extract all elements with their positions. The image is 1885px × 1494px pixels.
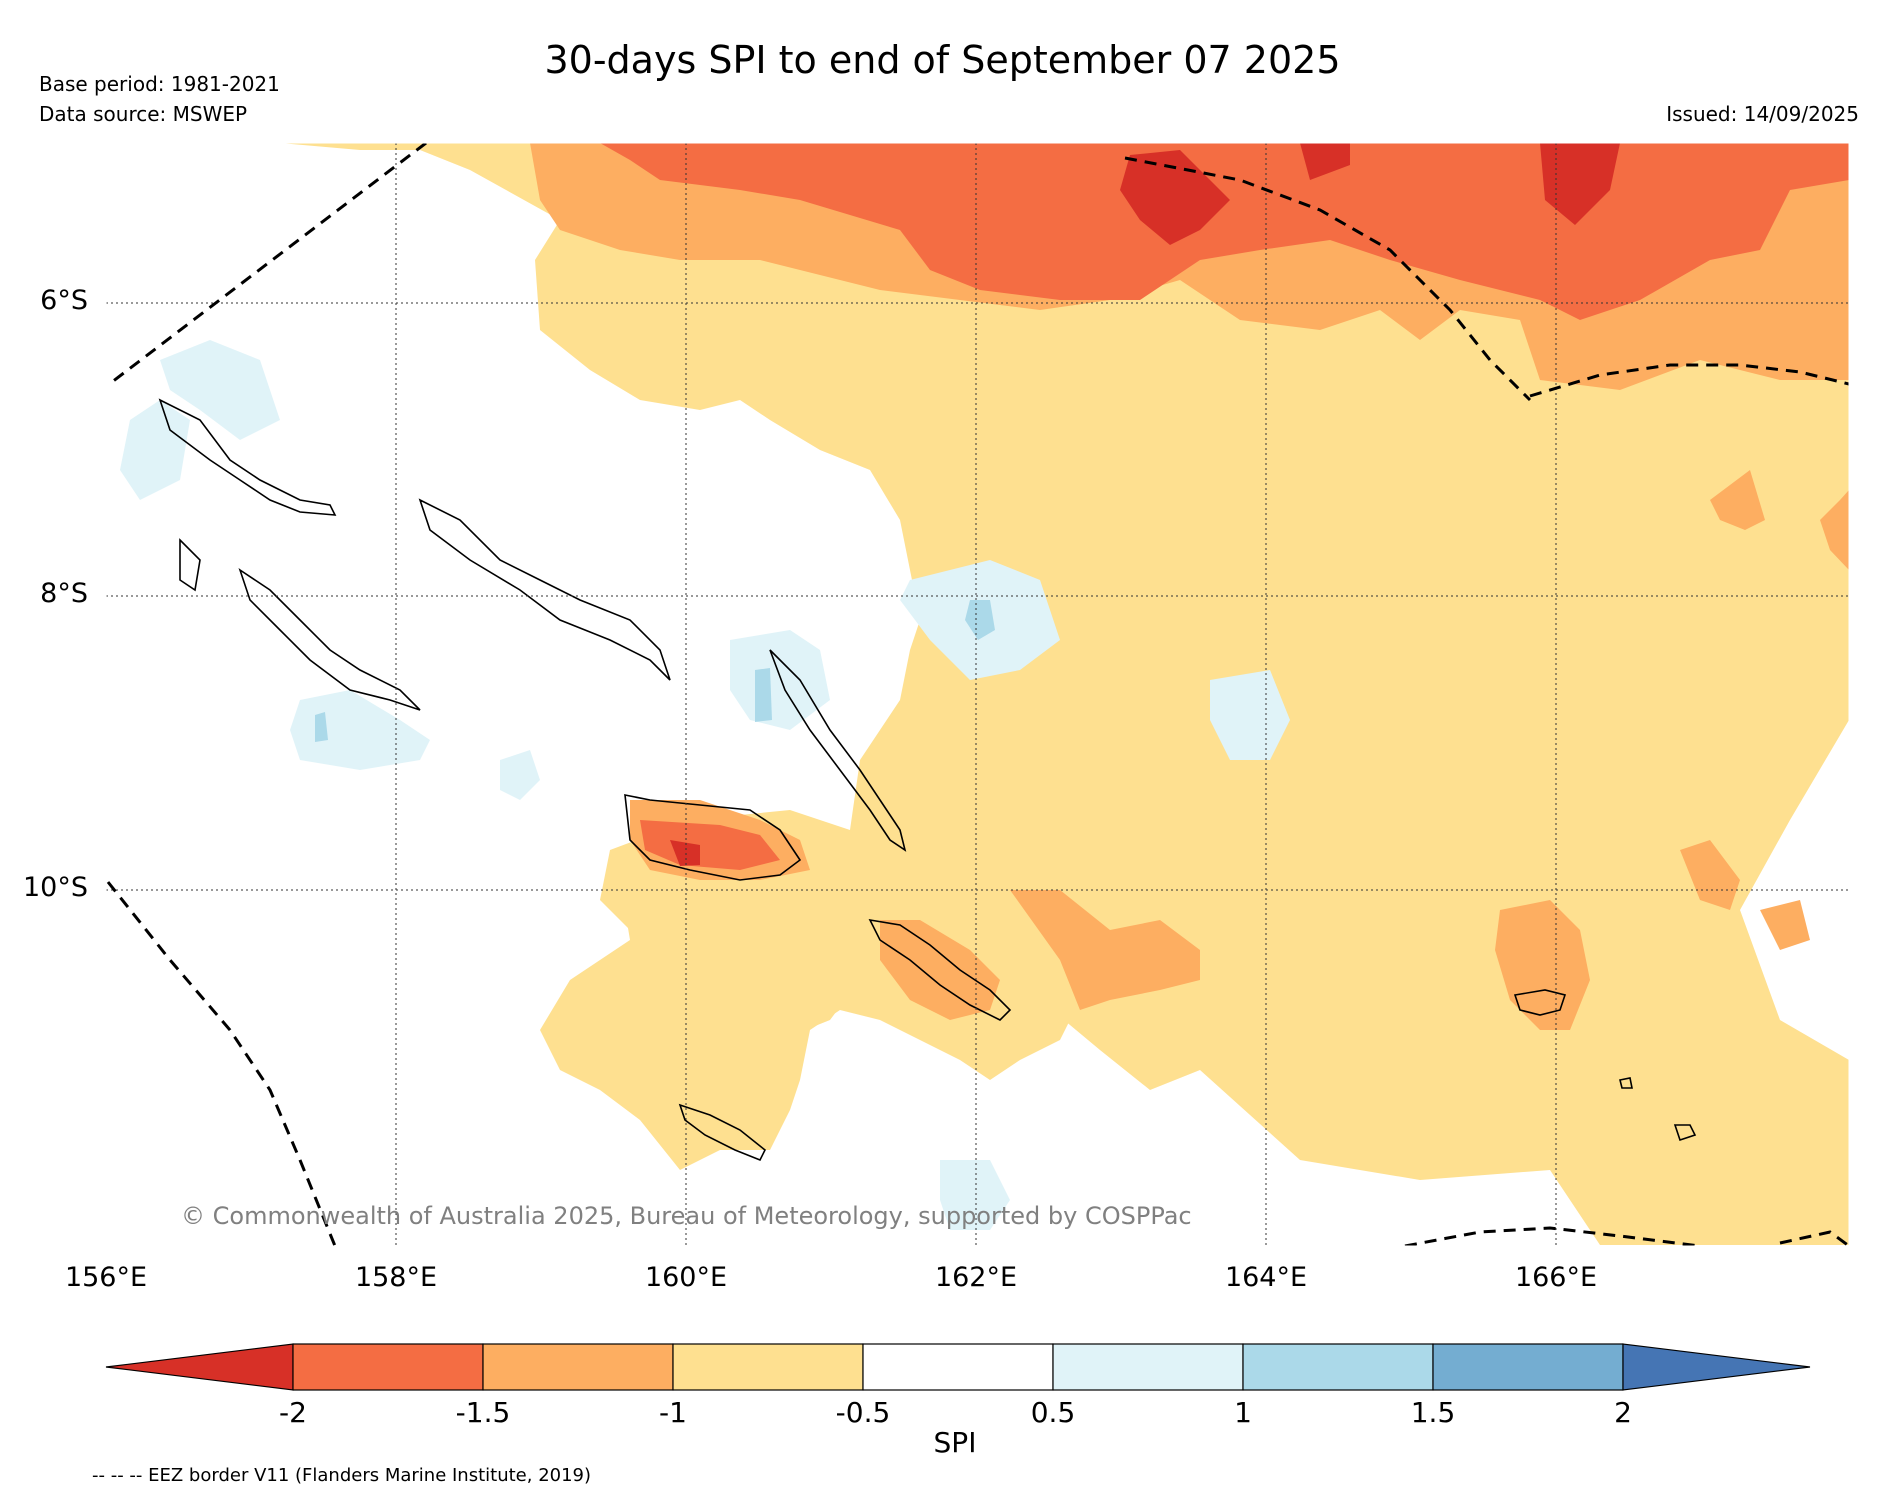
spi-region-south-dry-1 bbox=[1010, 890, 1200, 1010]
colorbar-tick: 2 bbox=[1614, 1396, 1632, 1429]
colorbar-tick: -2 bbox=[279, 1396, 307, 1429]
lat-label-8s: 8°S bbox=[40, 578, 88, 609]
spi-region-extremely-dry-north-3 bbox=[1540, 143, 1620, 225]
lat-label-6s: 6°S bbox=[40, 285, 88, 316]
lon-label-164e: 164°E bbox=[1224, 1262, 1308, 1293]
spi-region-extremely-dry-north-1 bbox=[1120, 150, 1230, 245]
spi-region-wet-west bbox=[120, 400, 190, 500]
spi-region-severely-dry-north bbox=[600, 143, 1849, 320]
eez-border-north bbox=[1124, 156, 1532, 402]
spi-region-wet-southwest bbox=[290, 690, 430, 770]
lon-label-162e: 162°E bbox=[934, 1262, 1018, 1293]
coastline-choiseul bbox=[418, 498, 671, 681]
spi-region-south-dry-4 bbox=[1680, 840, 1740, 910]
issued-date-label: Issued: 14/09/2025 bbox=[1666, 102, 1859, 126]
spi-region-south-dry-2 bbox=[880, 920, 1000, 1020]
coastline-rennell bbox=[678, 1103, 767, 1162]
spi-region-wet-southwest-core bbox=[315, 712, 328, 742]
copyright-notice: © Commonwealth of Australia 2025, Bureau… bbox=[181, 1202, 1192, 1230]
spi-region-wet-east bbox=[1210, 670, 1290, 760]
data-source-label: Data source: MSWEP bbox=[39, 102, 248, 126]
eez-border-south bbox=[1404, 1226, 1701, 1246]
spi-region-wet-south bbox=[940, 1160, 1010, 1230]
lon-label-160e: 160°E bbox=[644, 1262, 728, 1293]
spi-region-east-dry-2 bbox=[1820, 490, 1849, 570]
spi-region-extremely-dry-north-2 bbox=[1300, 143, 1350, 180]
coastline-vanikoro bbox=[1673, 1124, 1697, 1142]
spi-region-wet-northwest bbox=[160, 340, 280, 440]
eez-border-southeast bbox=[1779, 1230, 1849, 1246]
spi-region-south-dry-3 bbox=[1495, 900, 1590, 1030]
coastline-utupua bbox=[1619, 1077, 1633, 1089]
colorbar-tick: -0.5 bbox=[835, 1396, 891, 1429]
spi-region-wet-islet bbox=[500, 750, 540, 800]
colorbar-tick: 0.5 bbox=[1030, 1396, 1076, 1429]
lon-label-166e: 166°E bbox=[1514, 1262, 1598, 1293]
eez-border-southwest bbox=[106, 881, 337, 1246]
graticule bbox=[106, 143, 1849, 1246]
spi-region-east-dry-1 bbox=[1710, 470, 1765, 530]
coastline-malaita bbox=[769, 649, 907, 852]
colorbar-tick: 1 bbox=[1234, 1396, 1252, 1429]
coastline-santa-isabel bbox=[179, 538, 201, 592]
colorbar-tick: 1.5 bbox=[1410, 1396, 1456, 1429]
spi-region-wet-malaita-core bbox=[755, 668, 772, 722]
coastline-santa-cruz bbox=[1513, 989, 1567, 1016]
coastline-new-georgia bbox=[238, 568, 421, 711]
spi-region-wet-central-core bbox=[965, 600, 995, 640]
colorbar-tick: -1 bbox=[659, 1396, 687, 1429]
spi-region-guadalcanal-extreme bbox=[670, 840, 700, 866]
spi-region-south-dry-5 bbox=[1760, 900, 1810, 950]
colorbar-label: SPI bbox=[933, 1426, 977, 1459]
lon-label-158e: 158°E bbox=[354, 1262, 438, 1293]
coastline-guadalcanal bbox=[624, 794, 802, 881]
lat-label-10s: 10°S bbox=[23, 872, 88, 903]
eez-borders bbox=[106, 143, 1849, 1246]
spi-region-moderately-dry bbox=[280, 143, 1849, 1245]
base-period-label: Base period: 1981-2021 bbox=[39, 72, 280, 96]
chart-title: 30-days SPI to end of September 07 2025 bbox=[544, 38, 1341, 82]
eez-border-note: -- -- -- EEZ border V11 (Flanders Marine… bbox=[92, 1465, 592, 1486]
coastline-bougainville bbox=[158, 398, 337, 516]
colorbar-tick: -1.5 bbox=[455, 1396, 511, 1429]
eez-border-northwest bbox=[107, 143, 427, 387]
lon-label-156e: 156°E bbox=[64, 1262, 148, 1293]
coastline-makira bbox=[868, 918, 1012, 1021]
spi-region-guadalcanal-severe bbox=[640, 820, 780, 870]
eez-border-northeast bbox=[1529, 363, 1849, 398]
coastlines bbox=[158, 398, 1697, 1162]
